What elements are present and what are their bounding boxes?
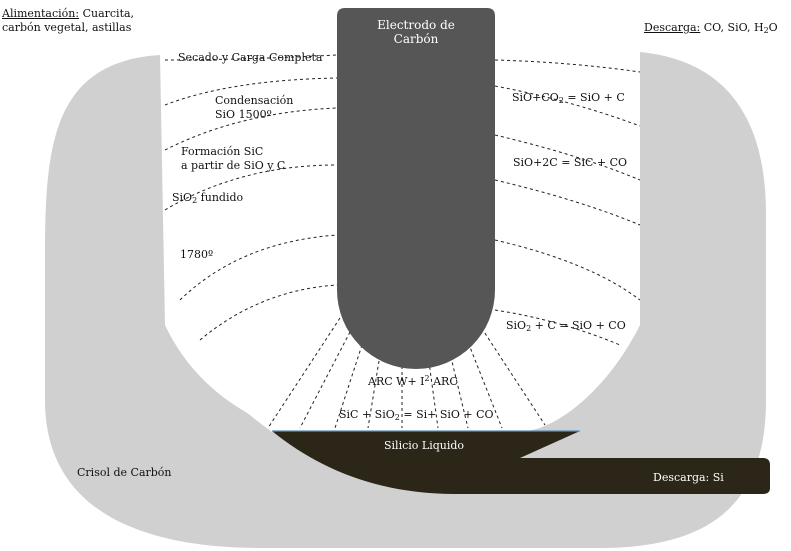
liquid-silicon [272,431,770,494]
reaction-sio-co2: SiO+CO2 = SiO + C [512,91,625,105]
condensation-zone-label: Condensación SiO 1500º [215,94,294,121]
carbon-crucible [45,52,766,548]
drying-zone-label: Secado y Carga Completa [178,51,323,64]
silicon-discharge-label: Descarga: Si [653,471,724,484]
molten-sio2-label: SiO2 fundido [172,191,244,205]
electrode-label: Electrodo de Carbón [377,18,455,46]
carbon-electrode [337,8,495,369]
feed-label: Alimentación: Cuarcita, carbón vegetal, … [2,7,135,34]
sic-formation-label: Formación SiC a partir de SiO y C [181,145,286,172]
reaction-sic-sio2: SiC + SiO2 = Si+ SiO + CO [339,408,494,422]
zone-lines [164,54,641,346]
reaction-sio-2c: SiO+2C = SiC + CO [513,156,628,169]
reaction-sio2-c: SiO2 + C = SiO + CO [506,319,626,333]
arc-label: ARC W+ I2 ARC [368,374,458,389]
crucible-label: Crisol de Carbón [77,466,172,479]
discharge-gases-label: Descarga: CO, SiO, H2O [644,21,778,35]
temperature-label: 1780º [180,248,214,261]
liquid-silicon-label: Silicio Liquido [384,439,465,452]
